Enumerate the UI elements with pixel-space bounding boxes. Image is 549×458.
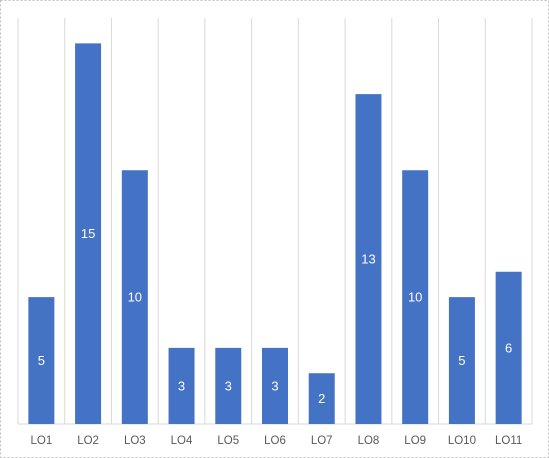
data-label: 5 [38, 353, 45, 368]
x-tick-label: LO3 [124, 435, 146, 447]
data-label: 3 [178, 378, 185, 393]
x-tick-label: LO7 [311, 435, 333, 447]
bar [121, 170, 148, 424]
data-label: 2 [318, 391, 325, 406]
bar [168, 347, 195, 424]
bar [448, 297, 475, 424]
data-label: 3 [225, 378, 232, 393]
x-tick-label: LO8 [358, 435, 380, 447]
x-tick-label: LO10 [448, 435, 476, 447]
bar [28, 297, 55, 424]
bar [495, 271, 522, 424]
data-label: 10 [408, 290, 422, 305]
data-label: 5 [458, 353, 465, 368]
x-tick-label: LO9 [404, 435, 426, 447]
bar [262, 347, 288, 424]
data-label: 15 [81, 226, 95, 241]
x-tick-label: LO11 [495, 435, 522, 447]
bar [402, 170, 429, 424]
x-tick-label: LO5 [217, 435, 239, 447]
x-tick-label: LO6 [264, 435, 286, 447]
data-label: 13 [361, 252, 375, 267]
data-label: 3 [271, 378, 278, 393]
bar [215, 347, 242, 424]
bar [355, 94, 382, 424]
bar [308, 373, 335, 424]
bar [75, 43, 102, 424]
x-tick-label: LO4 [171, 435, 193, 447]
x-tick-label: LO1 [30, 435, 52, 447]
data-label: 6 [505, 340, 512, 355]
x-tick-label: LO2 [77, 435, 99, 447]
data-label: 10 [128, 290, 142, 305]
